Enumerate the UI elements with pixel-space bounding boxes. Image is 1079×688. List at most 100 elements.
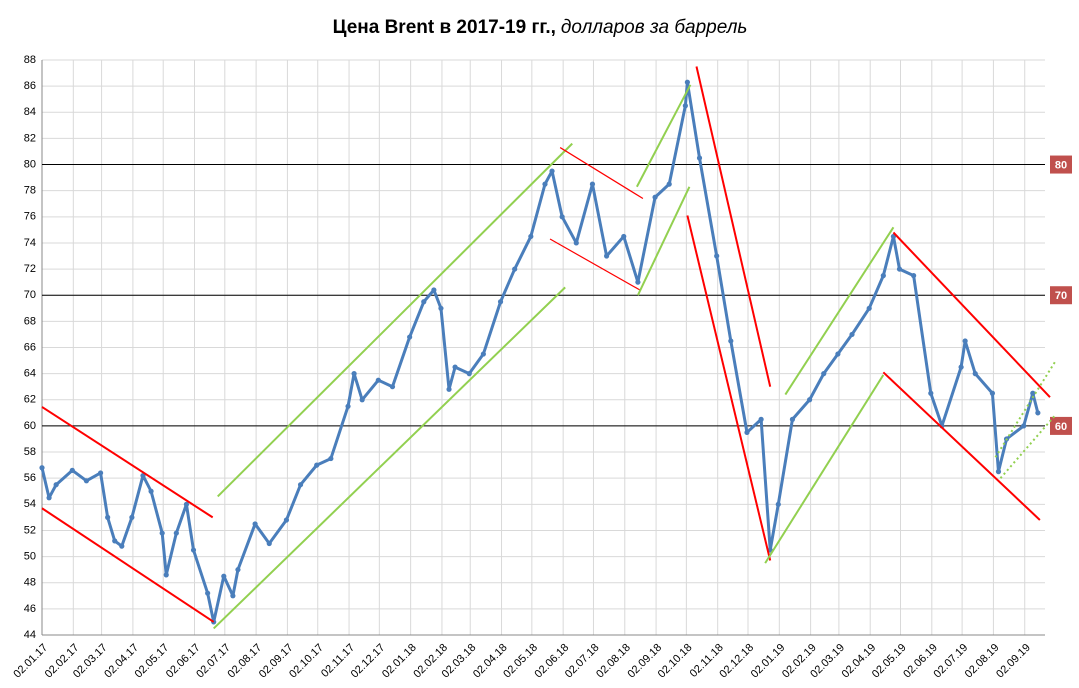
price-point (728, 338, 734, 344)
reference-label-box (1050, 155, 1072, 174)
y-tick-label: 60 (24, 420, 36, 432)
x-tick-label: 02.10.17 (287, 642, 326, 681)
price-point (389, 384, 396, 390)
price-point (866, 305, 872, 311)
price-point (252, 521, 258, 527)
price-point (880, 273, 886, 279)
price-point (962, 338, 968, 344)
reference-label-box (1050, 416, 1072, 435)
subtitle: долларов за баррель (561, 17, 747, 38)
price-point (328, 455, 334, 462)
trend-line (41, 406, 214, 519)
price-point (97, 470, 104, 476)
price-point (1021, 423, 1027, 429)
price-point (230, 593, 236, 599)
price-point (119, 543, 125, 549)
y-tick-label: 82 (24, 132, 36, 144)
price-point (928, 390, 934, 396)
trend-line (892, 231, 1051, 398)
price-point (789, 416, 796, 422)
y-tick-label: 76 (24, 211, 36, 223)
trend-line (636, 186, 691, 296)
price-point (452, 364, 458, 370)
reference-label: 80 (1055, 159, 1067, 171)
price-point (635, 279, 641, 285)
price-point (559, 214, 565, 220)
price-point (696, 155, 703, 161)
y-tick-label: 48 (24, 577, 36, 589)
price-point (221, 573, 227, 579)
price-point (911, 273, 917, 279)
price-point (528, 233, 534, 240)
price-line (40, 80, 1040, 624)
price-point (758, 416, 764, 422)
price-point (972, 371, 978, 377)
price-point (621, 233, 627, 240)
y-tick-label: 44 (24, 629, 36, 641)
trend-line (559, 147, 644, 200)
price-point (438, 305, 444, 311)
price-point (652, 194, 658, 200)
price-point (589, 181, 596, 187)
price-point (682, 103, 688, 109)
price-point (163, 572, 169, 578)
price-point (497, 299, 504, 305)
price-point (53, 482, 59, 488)
price-point (684, 79, 690, 85)
price-point (1030, 390, 1036, 396)
price-point (351, 371, 357, 377)
price-point (345, 403, 351, 409)
price-point (159, 530, 165, 536)
price-point (431, 287, 437, 293)
y-tick-label: 84 (24, 106, 36, 118)
trend-line (882, 371, 1041, 521)
price-point (407, 334, 413, 340)
price-point (314, 462, 320, 468)
price-point (549, 168, 555, 174)
price-point (46, 495, 52, 501)
price-point (129, 514, 135, 520)
y-tick-label: 64 (24, 368, 36, 380)
price-point (542, 181, 548, 187)
y-tick-label: 72 (24, 263, 36, 275)
price-point (266, 540, 272, 547)
y-tick-label: 50 (24, 550, 36, 562)
price-point (205, 590, 211, 596)
y-tick-label: 80 (24, 158, 36, 170)
y-tick-label: 62 (24, 394, 36, 406)
chart-title: Цена Brent в 2017-19 гг., долларов за бар… (333, 17, 748, 38)
y-tick-label: 78 (24, 185, 36, 197)
price-point (775, 501, 781, 507)
price-point (297, 482, 304, 488)
trend-line (636, 84, 692, 188)
y-tick-label: 56 (24, 472, 36, 484)
y-tick-label: 68 (24, 315, 36, 327)
price-point (807, 397, 813, 403)
trend-line (784, 226, 895, 396)
price-point (666, 181, 672, 187)
trend-line (549, 238, 641, 291)
y-tick-label: 74 (24, 237, 36, 249)
price-point (1035, 410, 1041, 416)
y-tick-label: 86 (24, 80, 36, 92)
trend-line (41, 507, 215, 623)
reference-label: 60 (1055, 421, 1067, 433)
price-point (173, 530, 179, 536)
price-point (83, 478, 90, 484)
y-tick-label: 66 (24, 341, 36, 353)
price-point (958, 364, 964, 370)
y-tick-label: 88 (24, 54, 36, 66)
price-point (714, 253, 720, 259)
reference-label-box (1050, 286, 1072, 305)
price-point (896, 266, 903, 272)
price-point (39, 465, 45, 471)
price-point (603, 253, 610, 259)
x-tick-label: 02.09.19 (994, 642, 1033, 681)
trend-line (999, 414, 1056, 479)
price-point (69, 467, 75, 473)
y-tick-label: 54 (24, 498, 36, 510)
price-point (480, 351, 486, 357)
title: Цена Brent в 2017-19 гг., (333, 17, 556, 38)
